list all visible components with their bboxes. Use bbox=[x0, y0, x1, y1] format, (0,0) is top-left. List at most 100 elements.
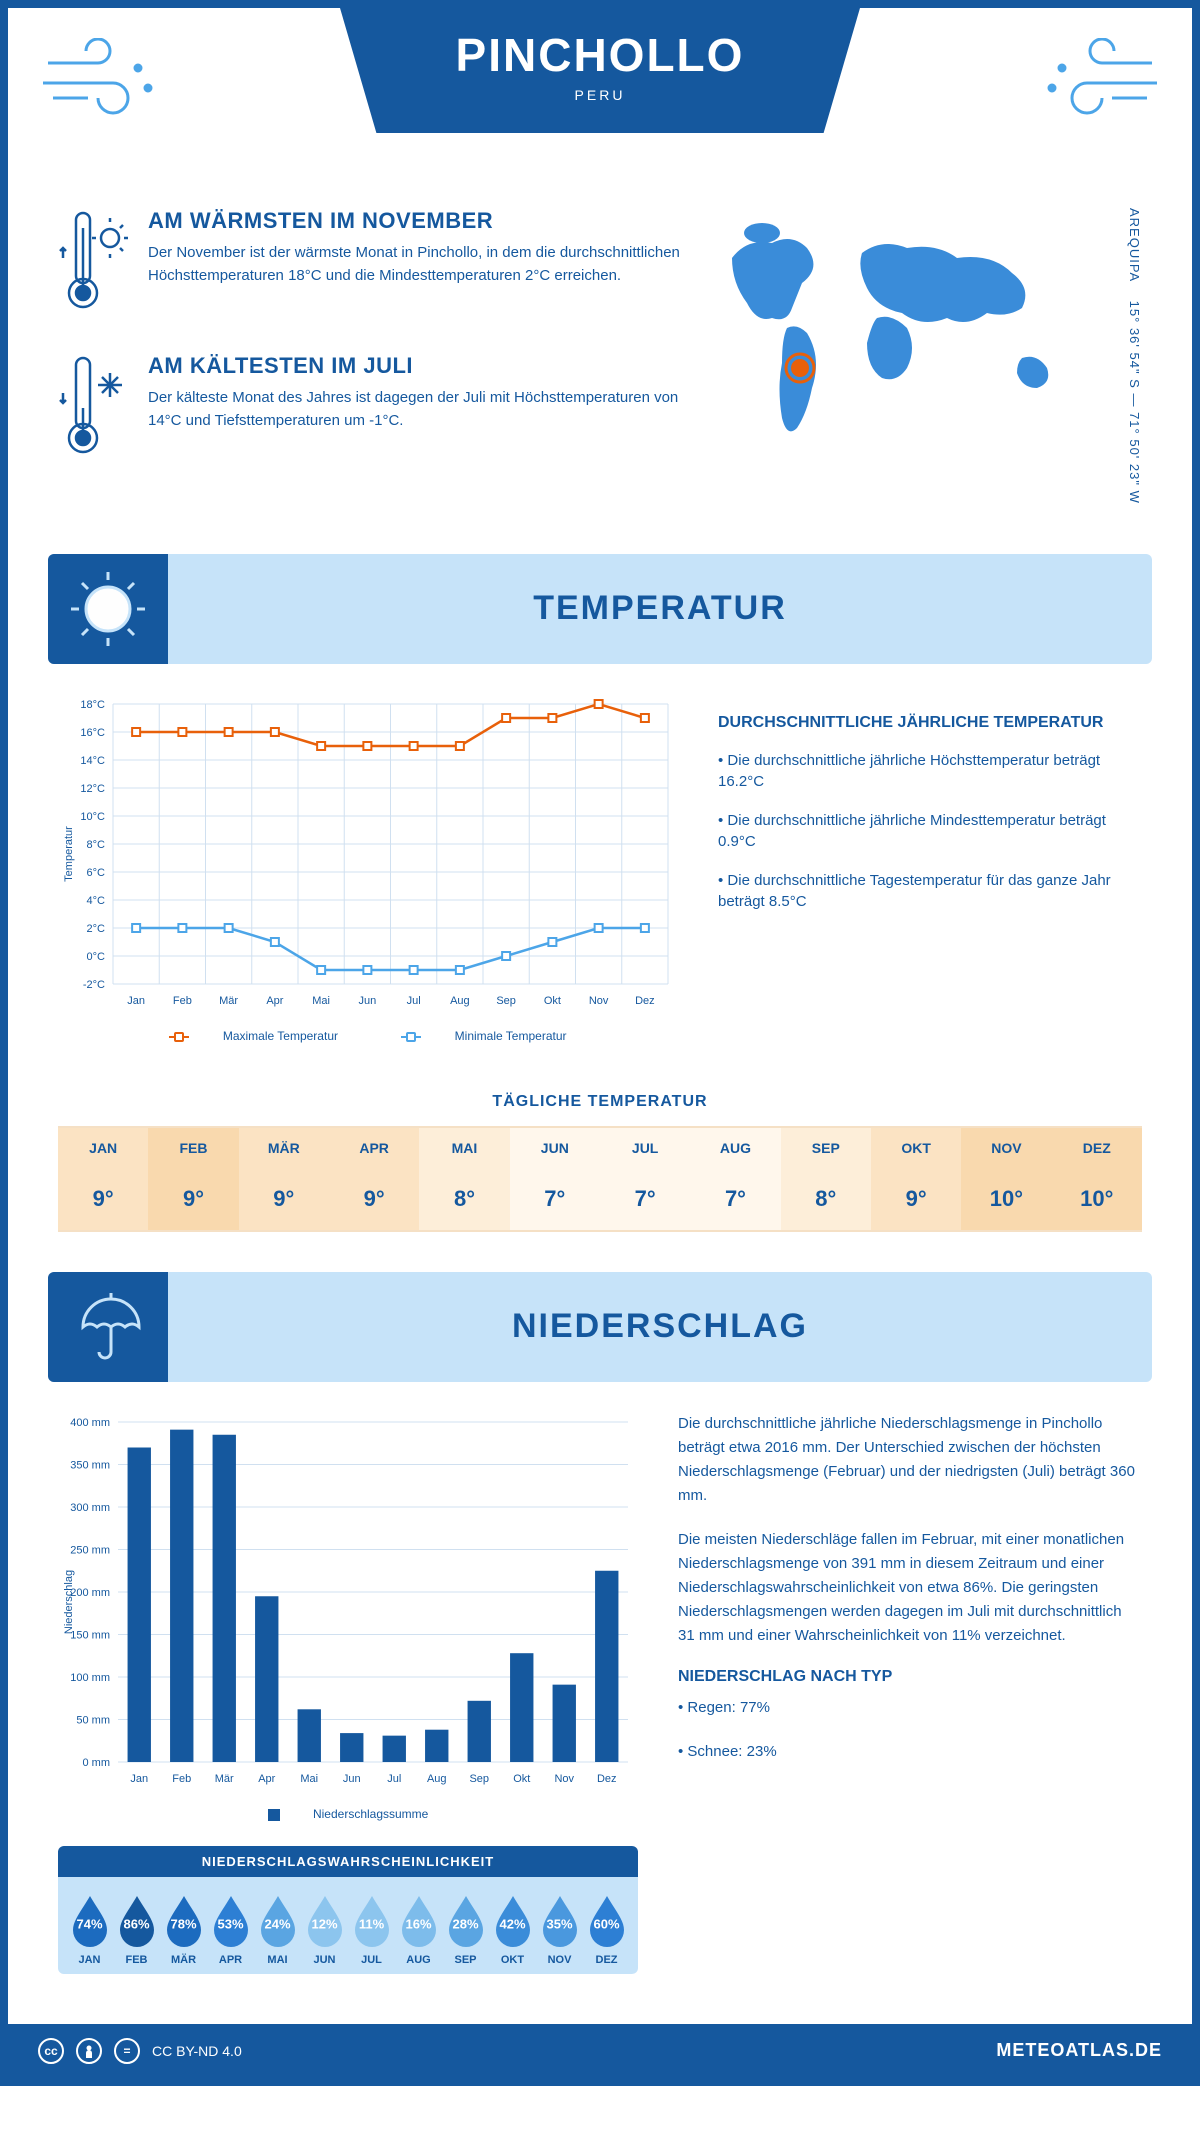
info-bullet: • Die durchschnittliche jährliche Mindes… bbox=[718, 810, 1142, 852]
probability-title: NIEDERSCHLAGSWAHRSCHEINLICHKEIT bbox=[58, 1846, 638, 1877]
temperature-info: DURCHSCHNITTLICHE JÄHRLICHE TEMPERATUR •… bbox=[718, 694, 1142, 1043]
svg-text:8°C: 8°C bbox=[87, 839, 106, 851]
svg-text:16°C: 16°C bbox=[80, 727, 105, 739]
svg-text:6°C: 6°C bbox=[87, 867, 106, 879]
svg-text:Apr: Apr bbox=[266, 995, 283, 1007]
svg-text:0 mm: 0 mm bbox=[83, 1757, 111, 1769]
temperature-banner: TEMPERATUR bbox=[48, 554, 1152, 664]
warmest-fact: AM WÄRMSTEN IM NOVEMBER Der November ist… bbox=[58, 208, 682, 323]
svg-text:Jun: Jun bbox=[343, 1773, 361, 1785]
type-bullet: • Schnee: 23% bbox=[678, 1740, 1142, 1764]
temp-month-col: OKT9° bbox=[871, 1128, 961, 1230]
svg-text:150 mm: 150 mm bbox=[70, 1629, 110, 1641]
svg-text:Nov: Nov bbox=[589, 995, 609, 1007]
temp-month-col: JUL7° bbox=[600, 1128, 690, 1230]
svg-text:Jul: Jul bbox=[387, 1773, 401, 1785]
precip-para: Die durchschnittliche jährliche Niedersc… bbox=[678, 1412, 1142, 1508]
section-title: TEMPERATUR bbox=[168, 589, 1152, 628]
svg-text:Jul: Jul bbox=[407, 995, 421, 1007]
coldest-title: AM KÄLTESTEN IM JULI bbox=[148, 353, 682, 379]
temp-month-col: APR9° bbox=[329, 1128, 419, 1230]
temp-month-col: SEP8° bbox=[781, 1128, 871, 1230]
svg-text:Feb: Feb bbox=[172, 1773, 191, 1785]
temperature-chart: -2°C0°C2°C4°C6°C8°C10°C12°C14°C16°C18°CJ… bbox=[58, 694, 678, 1043]
cc-icon: cc bbox=[38, 2038, 64, 2064]
temp-month-col: JUN7° bbox=[510, 1128, 600, 1230]
daily-temperature: TÄGLICHE TEMPERATUR JAN9°FEB9°MÄR9°APR9°… bbox=[58, 1093, 1142, 1232]
temp-month-col: AUG7° bbox=[690, 1128, 780, 1230]
svg-text:Mär: Mär bbox=[219, 995, 238, 1007]
probability-drop: 60%DEZ bbox=[583, 1892, 630, 1966]
probability-drop: 16%AUG bbox=[395, 1892, 442, 1966]
probability-drop: 86%FEB bbox=[113, 1892, 160, 1966]
svg-text:Apr: Apr bbox=[258, 1773, 275, 1785]
probability-drop: 35%NOV bbox=[536, 1892, 583, 1966]
precipitation-info: Die durchschnittliche jährliche Niedersc… bbox=[678, 1412, 1142, 1974]
daily-title: TÄGLICHE TEMPERATUR bbox=[58, 1093, 1142, 1111]
svg-text:2°C: 2°C bbox=[87, 923, 106, 935]
temp-month-col: DEZ10° bbox=[1052, 1128, 1142, 1230]
temp-month-col: FEB9° bbox=[148, 1128, 238, 1230]
probability-drop: 53%APR bbox=[207, 1892, 254, 1966]
svg-text:Aug: Aug bbox=[450, 995, 470, 1007]
svg-text:400 mm: 400 mm bbox=[70, 1417, 110, 1429]
svg-text:200 mm: 200 mm bbox=[70, 1587, 110, 1599]
svg-text:12°C: 12°C bbox=[80, 783, 105, 795]
svg-text:Jun: Jun bbox=[359, 995, 377, 1007]
svg-text:14°C: 14°C bbox=[80, 755, 105, 767]
probability-drop: 78%MÄR bbox=[160, 1892, 207, 1966]
probability-drop: 74%JAN bbox=[66, 1892, 113, 1966]
info-title: DURCHSCHNITTLICHE JÄHRLICHE TEMPERATUR bbox=[718, 714, 1142, 732]
svg-text:Aug: Aug bbox=[427, 1773, 447, 1785]
coldest-fact: AM KÄLTESTEN IM JULI Der kälteste Monat … bbox=[58, 353, 682, 468]
by-icon bbox=[76, 2038, 102, 2064]
temp-month-col: MAI8° bbox=[419, 1128, 509, 1230]
world-map bbox=[712, 208, 1117, 504]
probability-drop: 11%JUL bbox=[348, 1892, 395, 1966]
svg-text:Jan: Jan bbox=[127, 995, 145, 1007]
chart-legend: Maximale Temperatur Minimale Temperatur bbox=[58, 1029, 678, 1043]
type-bullet: • Regen: 77% bbox=[678, 1696, 1142, 1720]
wind-icon bbox=[1032, 38, 1162, 123]
title-banner: PINCHOLLO PERU bbox=[340, 8, 860, 133]
warmest-text: Der November ist der wärmste Monat in Pi… bbox=[148, 242, 682, 287]
probability-drop: 24%MAI bbox=[254, 1892, 301, 1966]
svg-text:Okt: Okt bbox=[544, 995, 561, 1007]
coldest-text: Der kälteste Monat des Jahres ist dagege… bbox=[148, 387, 682, 432]
svg-text:300 mm: 300 mm bbox=[70, 1502, 110, 1514]
probability-drop: 28%SEP bbox=[442, 1892, 489, 1966]
svg-text:4°C: 4°C bbox=[87, 895, 106, 907]
probability-box: NIEDERSCHLAGSWAHRSCHEINLICHKEIT 74%JAN86… bbox=[58, 1846, 638, 1974]
svg-text:-2°C: -2°C bbox=[83, 979, 105, 991]
svg-text:Feb: Feb bbox=[173, 995, 192, 1007]
svg-text:Mär: Mär bbox=[215, 1773, 234, 1785]
svg-text:Sep: Sep bbox=[469, 1773, 489, 1785]
precipitation-banner: NIEDERSCHLAG bbox=[48, 1272, 1152, 1382]
svg-text:Sep: Sep bbox=[496, 995, 516, 1007]
license-text: CC BY-ND 4.0 bbox=[152, 2043, 242, 2059]
brand: METEOATLAS.DE bbox=[996, 2040, 1162, 2061]
umbrella-icon bbox=[48, 1272, 168, 1382]
svg-text:Nov: Nov bbox=[554, 1773, 574, 1785]
warmest-title: AM WÄRMSTEN IM NOVEMBER bbox=[148, 208, 682, 234]
location-title: PINCHOLLO bbox=[400, 28, 800, 82]
info-bullet: • Die durchschnittliche Tagestemperatur … bbox=[718, 870, 1142, 912]
precipitation-chart: 0 mm50 mm100 mm150 mm200 mm250 mm300 mm3… bbox=[58, 1412, 638, 1821]
svg-text:Jan: Jan bbox=[130, 1773, 148, 1785]
temp-month-col: MÄR9° bbox=[239, 1128, 329, 1230]
svg-text:250 mm: 250 mm bbox=[70, 1544, 110, 1556]
info-bullet: • Die durchschnittliche jährliche Höchst… bbox=[718, 750, 1142, 792]
chart-legend: Niederschlagssumme bbox=[58, 1807, 638, 1821]
intro-section: AM WÄRMSTEN IM NOVEMBER Der November ist… bbox=[8, 188, 1192, 534]
svg-text:Dez: Dez bbox=[635, 995, 655, 1007]
section-title: NIEDERSCHLAG bbox=[168, 1307, 1152, 1346]
header: PINCHOLLO PERU bbox=[8, 8, 1192, 188]
thermometer-sun-icon bbox=[58, 208, 128, 323]
svg-text:18°C: 18°C bbox=[80, 699, 105, 711]
svg-text:50 mm: 50 mm bbox=[76, 1714, 110, 1726]
svg-text:Niederschlag: Niederschlag bbox=[63, 1570, 75, 1634]
svg-text:Dez: Dez bbox=[597, 1773, 617, 1785]
svg-text:Temperatur: Temperatur bbox=[63, 826, 75, 882]
temp-month-col: NOV10° bbox=[961, 1128, 1051, 1230]
type-title: NIEDERSCHLAG NACH TYP bbox=[678, 1668, 1142, 1686]
